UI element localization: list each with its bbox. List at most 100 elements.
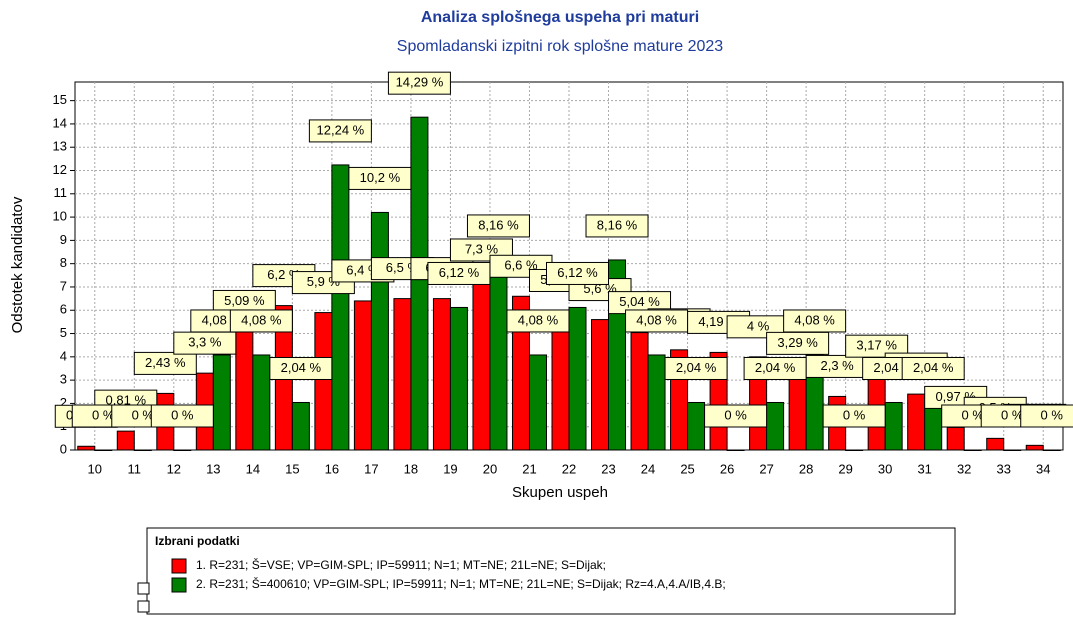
data-label: 2,04 % — [676, 360, 717, 375]
data-label-box — [585, 214, 649, 238]
data-label: 12,24 % — [317, 122, 365, 137]
data-label-box — [743, 356, 807, 380]
bar — [314, 312, 333, 451]
bar — [924, 401, 943, 451]
bar — [291, 401, 310, 451]
data-label-box — [150, 404, 214, 428]
data-label: 2,43 % — [145, 355, 186, 370]
data-label: 3,3 % — [188, 335, 222, 350]
data-label: 0,81 % — [106, 393, 147, 408]
data-label-box — [546, 261, 609, 285]
y-tick-label: 3 — [60, 372, 67, 387]
x-tick-label: 23 — [601, 461, 615, 476]
data-label-box — [704, 404, 768, 428]
data-label: 6,12 % — [439, 265, 480, 280]
x-tick-label: 19 — [443, 461, 457, 476]
bar — [212, 354, 231, 451]
bar — [252, 354, 271, 451]
x-tick-label: 16 — [325, 461, 339, 476]
x-tick-label: 21 — [522, 461, 536, 476]
bar — [687, 401, 706, 451]
data-label: 0 % — [843, 407, 866, 422]
data-label-box — [269, 356, 333, 380]
y-tick-label: 12 — [53, 162, 67, 177]
data-label-box — [901, 356, 965, 380]
bar — [528, 354, 547, 451]
x-tick-label: 12 — [167, 461, 181, 476]
data-label: 4,08 % — [636, 312, 677, 327]
legend-swatch — [171, 577, 187, 593]
data-label: 2,04 % — [755, 360, 796, 375]
data-label: 4 % — [747, 318, 770, 333]
x-tick-label: 22 — [562, 461, 576, 476]
data-label: 6,12 % — [557, 265, 598, 280]
x-tick-label: 31 — [917, 461, 931, 476]
y-tick-label: 6 — [60, 302, 67, 317]
bar — [331, 164, 350, 451]
x-tick-label: 18 — [404, 461, 418, 476]
data-label-box — [506, 309, 570, 333]
bar — [353, 300, 372, 451]
y-tick-label: 2 — [60, 395, 67, 410]
bar — [647, 354, 666, 451]
data-label: 0 % — [724, 407, 747, 422]
data-label: 4,08 % — [241, 312, 282, 327]
x-tick-label: 29 — [838, 461, 852, 476]
data-label-box — [664, 356, 728, 380]
x-tick-label: 17 — [364, 461, 378, 476]
bar — [472, 279, 491, 451]
data-label-box — [783, 309, 847, 333]
x-tick-label: 27 — [759, 461, 773, 476]
bar — [1025, 444, 1044, 451]
bar — [489, 259, 508, 451]
data-label: 0 % — [132, 407, 155, 422]
y-tick-label: 7 — [60, 278, 67, 293]
x-tick-label: 32 — [957, 461, 971, 476]
y-tick-label: 4 — [60, 348, 67, 363]
x-tick-label: 25 — [680, 461, 694, 476]
y-tick-label: 10 — [53, 209, 67, 224]
data-label: 4,08 % — [794, 312, 835, 327]
data-label-box — [466, 214, 530, 238]
legend-label: 1. R=231; Š=VSE; VP=GIM-SPL; IP=59911; N… — [196, 557, 606, 572]
bar — [235, 330, 254, 451]
x-tick-label: 11 — [128, 461, 142, 476]
checkbox[interactable] — [137, 582, 150, 595]
data-label: 2,04 % — [281, 360, 322, 375]
data-label: 0 % — [92, 407, 115, 422]
y-tick-label: 13 — [53, 139, 67, 154]
chart-title: Analiza splošnega uspeha pri maturi — [421, 9, 699, 26]
data-label-box — [133, 351, 197, 375]
legend-label: 2. R=231; Š=400610; VP=GIM-SPL; IP=59911… — [196, 576, 726, 591]
y-tick-label: 0 — [60, 441, 67, 456]
data-label: 5,04 % — [619, 294, 660, 309]
x-tick-label: 20 — [483, 461, 497, 476]
data-label-box — [625, 309, 689, 333]
y-axis-label: Odstotek kandidatov — [9, 196, 26, 333]
legend-box — [146, 527, 956, 615]
data-label-box — [387, 71, 451, 95]
data-label-box — [822, 404, 886, 428]
y-tick-label: 15 — [53, 92, 67, 107]
checkbox[interactable] — [137, 600, 150, 613]
bar — [788, 372, 807, 451]
bar — [410, 116, 429, 451]
legend-swatch — [171, 558, 187, 574]
y-tick-label: 8 — [60, 255, 67, 270]
data-label-box — [308, 119, 372, 143]
data-label: 5,09 % — [224, 293, 265, 308]
bar — [884, 401, 903, 451]
bar — [630, 332, 649, 451]
bar — [568, 306, 587, 451]
bar — [449, 306, 468, 451]
bar — [766, 401, 785, 451]
bar — [77, 445, 96, 451]
x-tick-label: 14 — [246, 461, 260, 476]
data-label: 2,3 % — [821, 358, 855, 373]
x-tick-label: 15 — [285, 461, 299, 476]
x-tick-label: 26 — [720, 461, 734, 476]
y-tick-label: 9 — [60, 232, 67, 247]
data-label: 10,2 % — [360, 170, 401, 185]
data-label-box — [348, 166, 412, 190]
